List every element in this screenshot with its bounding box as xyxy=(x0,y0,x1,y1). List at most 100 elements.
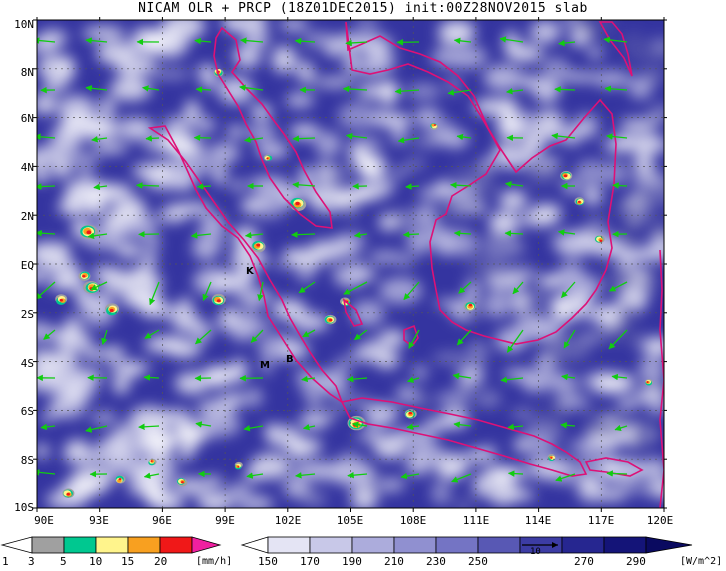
cloud-blob xyxy=(495,328,528,352)
wind-arrow xyxy=(294,37,316,45)
cloud-blob xyxy=(99,346,126,361)
cloud-blob xyxy=(454,382,474,405)
cloud-blob xyxy=(618,118,661,128)
cloud-blob xyxy=(198,412,241,437)
cloud-blob xyxy=(117,212,158,238)
wind-arrow xyxy=(604,85,628,93)
cloud-blob xyxy=(374,349,400,369)
lon-label: 120E xyxy=(646,514,674,527)
cloud-blob xyxy=(250,198,274,207)
wind-arrow xyxy=(257,281,264,302)
olr-colorbar-swatch xyxy=(351,536,395,554)
cloud-blob xyxy=(235,492,261,508)
wind-arrow xyxy=(397,137,420,144)
cloud-blob xyxy=(285,92,315,108)
cloud-blob xyxy=(116,424,135,435)
precip-legend-label: 20 xyxy=(154,555,168,568)
wind-arrow xyxy=(506,88,524,95)
cloud-blob xyxy=(538,277,566,288)
precip-cell xyxy=(266,157,269,160)
cloud-blob xyxy=(587,46,604,60)
wind-arrow xyxy=(402,231,420,238)
cloud-blob xyxy=(406,83,442,100)
cloud-blob xyxy=(640,458,664,482)
cloud-blob xyxy=(209,373,223,387)
cloud-blob xyxy=(646,480,664,498)
wind-arrow xyxy=(608,329,628,350)
cloud-blob xyxy=(138,29,157,42)
olr-colorbar-swatch xyxy=(309,536,353,554)
cloud-blob xyxy=(619,285,649,307)
cloud-blob xyxy=(522,439,557,455)
cloud-blob xyxy=(558,396,591,409)
precip-legend-label: 10 xyxy=(89,555,103,568)
wind-arrow xyxy=(351,421,368,428)
cloud-blob xyxy=(90,411,118,425)
cloud-blob xyxy=(649,215,664,236)
wind-arrow xyxy=(451,473,472,483)
wind-arrow xyxy=(244,136,264,143)
cloud-blob xyxy=(457,365,485,386)
cloud-blob xyxy=(77,167,93,179)
wind-arrow xyxy=(504,181,524,188)
cloud-blob xyxy=(483,291,511,318)
wind-arrow xyxy=(345,132,368,140)
cloud-blob xyxy=(592,70,631,88)
cloud-blob xyxy=(379,478,407,490)
map-title: NICAM OLR + PRCP (18Z01DEC2015) init:00Z… xyxy=(138,1,588,16)
precip-cell xyxy=(433,124,437,126)
wind-arrow xyxy=(40,423,56,431)
cloud-blob xyxy=(229,248,268,269)
cloud-blob xyxy=(582,186,603,206)
cloud-blob xyxy=(195,226,225,252)
olr-legend-label: 290 xyxy=(626,555,646,568)
precip-legend-label: 15 xyxy=(121,555,135,568)
cloud-blob xyxy=(82,26,126,40)
cloud-blob xyxy=(167,165,193,190)
cloud-blob xyxy=(346,203,359,220)
wind-arrow xyxy=(195,329,212,345)
cloud-blob xyxy=(84,347,100,361)
place-marker-b: B xyxy=(286,354,294,365)
wind-arrow xyxy=(563,329,576,349)
wind-arrow xyxy=(560,422,576,429)
cloud-blob xyxy=(222,20,242,28)
wind-arrow xyxy=(138,423,160,431)
cloud-blob xyxy=(57,201,85,215)
wind-arrow xyxy=(85,425,108,433)
olr-legend-label: 190 xyxy=(342,555,362,568)
cloud-blob xyxy=(266,425,302,448)
cloud-blob xyxy=(331,163,349,184)
wind-arrow xyxy=(447,89,472,96)
wind-arrow xyxy=(302,329,316,338)
cloud-blob xyxy=(335,356,353,373)
cloud-blob xyxy=(500,114,525,139)
cloud-blob xyxy=(455,498,472,508)
wind-arrow xyxy=(558,39,576,47)
cloud-blob xyxy=(37,444,49,458)
precip-colorbar-swatch xyxy=(95,536,129,554)
cloud-blob xyxy=(361,53,396,72)
cloud-blob xyxy=(353,432,384,442)
precip-cell xyxy=(563,174,568,178)
cloud-blob xyxy=(596,304,622,329)
wind-arrow xyxy=(507,470,524,477)
cloud-blob xyxy=(126,63,144,79)
cloud-blob xyxy=(529,20,561,44)
wind-arrow xyxy=(406,423,420,430)
cloud-blob xyxy=(256,142,289,158)
wind-arrow xyxy=(614,424,628,432)
wind-arrow xyxy=(506,329,524,353)
cloud-blob xyxy=(125,361,140,378)
wind-arrow xyxy=(353,329,368,341)
wind-arrow xyxy=(291,231,316,238)
cloud-blob xyxy=(593,335,635,345)
precip-cell xyxy=(150,460,153,462)
precip-cell xyxy=(646,381,649,383)
cloud-blob xyxy=(349,145,365,164)
cloud-blob xyxy=(333,234,367,244)
cloud-blob xyxy=(525,320,556,342)
cloud-blob xyxy=(311,370,349,396)
cloud-blob xyxy=(92,143,128,154)
